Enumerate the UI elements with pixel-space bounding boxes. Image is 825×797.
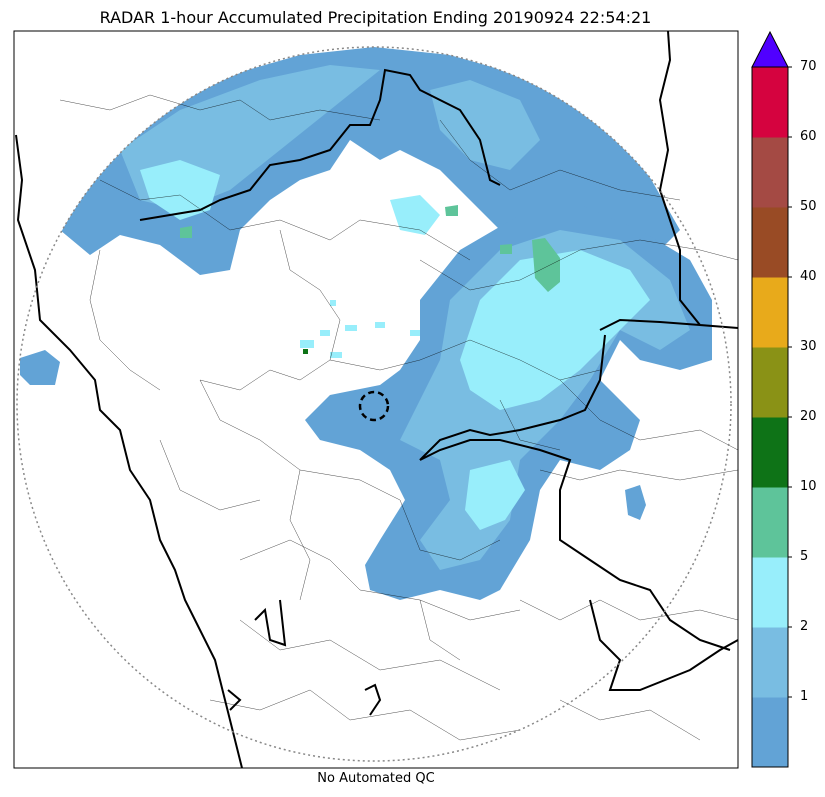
coastline [15,134,243,768]
colorbar-segment [752,557,788,628]
caption: No Automated QC [317,771,435,786]
colorbar-tick-label: 20 [800,409,817,424]
precip-heavy-main [460,250,650,410]
state-boundary-south [589,599,738,691]
colorbar-segment [752,627,788,698]
colorbar-segment [752,207,788,278]
precip-extreme-cell [303,349,308,354]
colorbar-tick-label: 10 [800,479,817,494]
state-boundary-central [419,318,731,651]
colorbar-tick-label: 1 [800,689,809,704]
colorbar-tick-label: 5 [800,549,809,564]
state-boundary-north [139,68,501,221]
colorbar-segment [752,417,788,488]
colorbar-tick-label: 50 [800,199,817,214]
precip-moderate-ne [430,80,540,170]
colorbar [751,30,792,768]
precip-intense-cell-2 [500,244,512,254]
precip-heavy-ne [390,195,440,235]
precipitation-field [20,47,712,600]
island [227,599,382,716]
map-frame [13,30,739,769]
colorbar-segment [752,487,788,558]
map-title: RADAR 1-hour Accumulated Precipitation E… [99,8,652,27]
precip-heavy-south [465,460,525,530]
precip-heavy-north [140,160,220,220]
colorbar-segment [752,697,788,768]
colorbar-tick-label: 60 [800,129,817,144]
precip-intense-cell-1 [532,238,560,292]
precip-west-blob [20,350,60,385]
colorbar-segment [752,277,788,348]
precip-east-blob [625,485,646,520]
precip-intense-cell-3 [445,205,458,216]
colorbar-segment [752,137,788,208]
colorbar-segment [752,347,788,418]
precip-intense-cell-4 [180,226,192,238]
colorbar-tick-label: 2 [800,619,809,634]
colorbar-tick-label: 40 [800,269,817,284]
state-boundary-northeast [658,31,738,329]
colorbar-tick-label: 70 [800,59,817,74]
district-boundaries [59,94,738,741]
colorbar-segment [752,67,788,138]
precip-clutter [300,300,420,358]
colorbar-tick-label: 30 [800,339,817,354]
colorbar-extend-arrow [751,30,789,68]
radar-site-marker [358,390,390,422]
radar-range-ring [16,46,732,762]
